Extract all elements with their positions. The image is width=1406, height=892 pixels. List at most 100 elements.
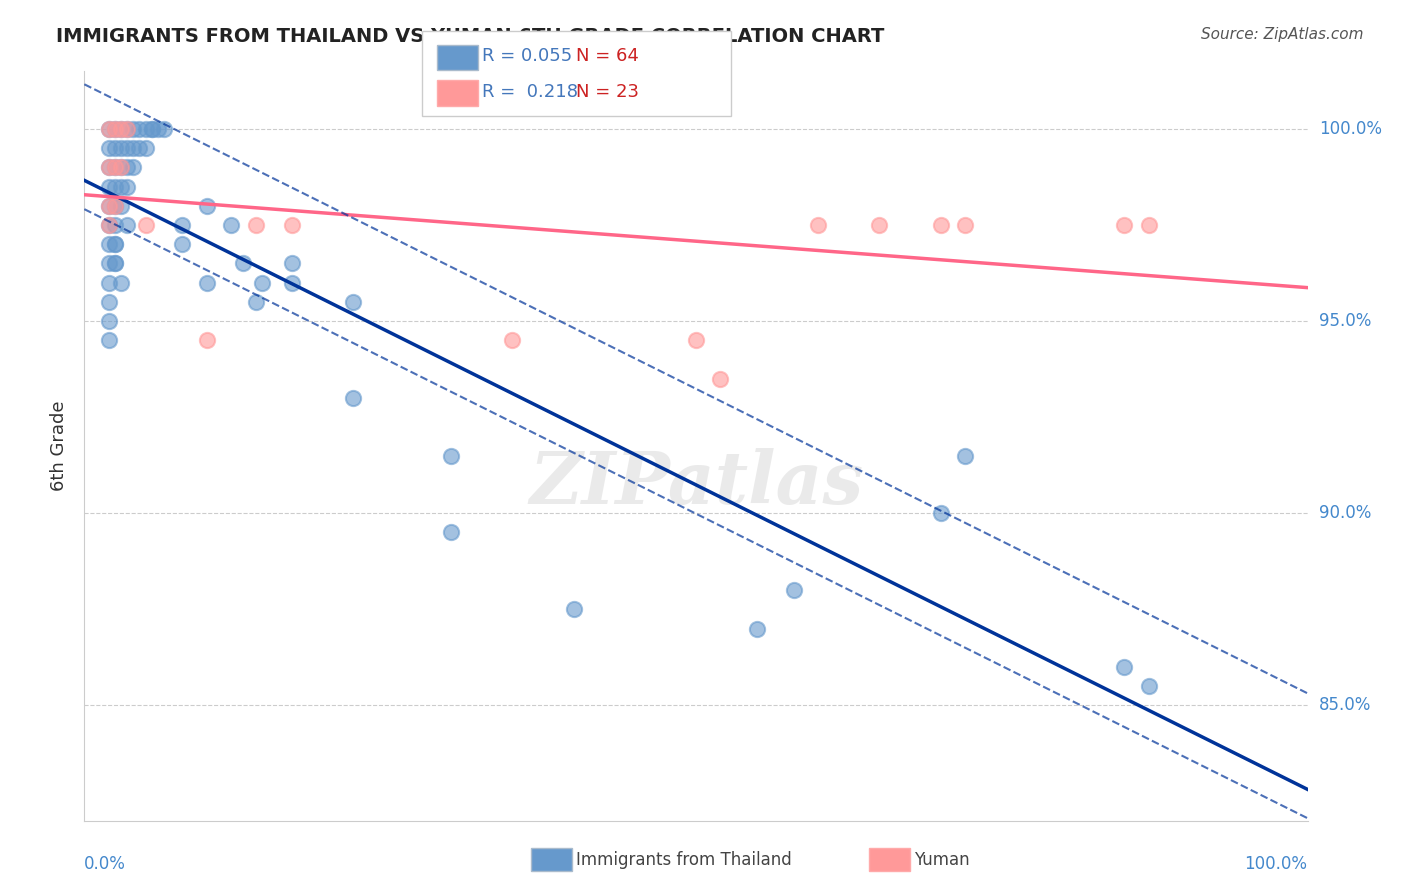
Point [502, 334, 524, 348]
Point [440, 525, 463, 540]
Point [281, 218, 304, 232]
Point [807, 218, 830, 232]
Point [104, 237, 127, 252]
Text: 95.0%: 95.0% [1319, 312, 1371, 330]
Text: R = 0.055: R = 0.055 [482, 47, 572, 65]
Point [135, 218, 157, 232]
Point [97, 334, 120, 348]
Point [1114, 660, 1136, 674]
Point [195, 334, 218, 348]
Text: 0.0%: 0.0% [84, 855, 127, 873]
Point [97, 141, 120, 155]
Point [440, 449, 463, 463]
Point [281, 276, 304, 290]
Point [219, 218, 242, 232]
Point [195, 199, 218, 213]
Point [135, 141, 157, 155]
Text: R =  0.218: R = 0.218 [482, 83, 578, 101]
Point [110, 276, 132, 290]
Point [110, 122, 132, 136]
Point [685, 334, 707, 348]
Text: Source: ZipAtlas.com: Source: ZipAtlas.com [1201, 27, 1364, 42]
Point [97, 218, 120, 232]
Point [97, 161, 120, 175]
Point [115, 218, 138, 232]
Point [104, 256, 127, 270]
Point [929, 218, 952, 232]
Point [97, 199, 120, 213]
Point [953, 218, 976, 232]
Point [104, 218, 127, 232]
Point [172, 218, 194, 232]
Text: 85.0%: 85.0% [1319, 697, 1371, 714]
Point [97, 237, 120, 252]
Point [110, 141, 132, 155]
Point [250, 276, 273, 290]
Text: ZIPatlas: ZIPatlas [529, 448, 863, 519]
Text: N = 23: N = 23 [576, 83, 640, 101]
Point [953, 449, 976, 463]
Point [115, 141, 138, 155]
Point [97, 122, 120, 136]
Point [104, 122, 127, 136]
Point [245, 218, 267, 232]
Point [245, 294, 267, 309]
Point [97, 218, 120, 232]
Point [104, 161, 127, 175]
Point [110, 179, 132, 194]
Point [115, 179, 138, 194]
Point [146, 122, 169, 136]
Point [1114, 218, 1136, 232]
Point [110, 161, 132, 175]
Point [97, 161, 120, 175]
Point [1137, 679, 1160, 693]
Text: N = 64: N = 64 [576, 47, 640, 65]
Point [141, 122, 163, 136]
Point [97, 314, 120, 328]
Point [783, 583, 806, 598]
Point [709, 372, 731, 386]
Point [153, 122, 176, 136]
Point [104, 237, 127, 252]
Point [172, 237, 194, 252]
Point [110, 199, 132, 213]
Point [110, 122, 132, 136]
Point [97, 122, 120, 136]
Point [110, 161, 132, 175]
Point [104, 161, 127, 175]
Point [128, 141, 150, 155]
Text: Yuman: Yuman [914, 851, 970, 869]
Point [115, 161, 138, 175]
Point [342, 391, 364, 405]
Point [342, 294, 364, 309]
Point [232, 256, 254, 270]
Point [122, 122, 145, 136]
Point [115, 122, 138, 136]
Point [141, 122, 163, 136]
Y-axis label: 6th Grade: 6th Grade [51, 401, 69, 491]
Point [104, 199, 127, 213]
Point [104, 122, 127, 136]
Text: 100.0%: 100.0% [1319, 120, 1382, 138]
Point [104, 179, 127, 194]
Point [281, 256, 304, 270]
Point [104, 256, 127, 270]
Point [97, 294, 120, 309]
Point [97, 179, 120, 194]
Point [97, 276, 120, 290]
Point [97, 256, 120, 270]
Point [562, 602, 585, 616]
Point [115, 122, 138, 136]
Point [122, 161, 145, 175]
Point [869, 218, 891, 232]
Text: 90.0%: 90.0% [1319, 504, 1371, 522]
Text: Immigrants from Thailand: Immigrants from Thailand [576, 851, 792, 869]
Text: IMMIGRANTS FROM THAILAND VS YUMAN 6TH GRADE CORRELATION CHART: IMMIGRANTS FROM THAILAND VS YUMAN 6TH GR… [56, 27, 884, 45]
Point [135, 122, 157, 136]
Point [97, 199, 120, 213]
Point [104, 141, 127, 155]
Text: 100.0%: 100.0% [1244, 855, 1308, 873]
Point [195, 276, 218, 290]
Point [1137, 218, 1160, 232]
Point [104, 199, 127, 213]
